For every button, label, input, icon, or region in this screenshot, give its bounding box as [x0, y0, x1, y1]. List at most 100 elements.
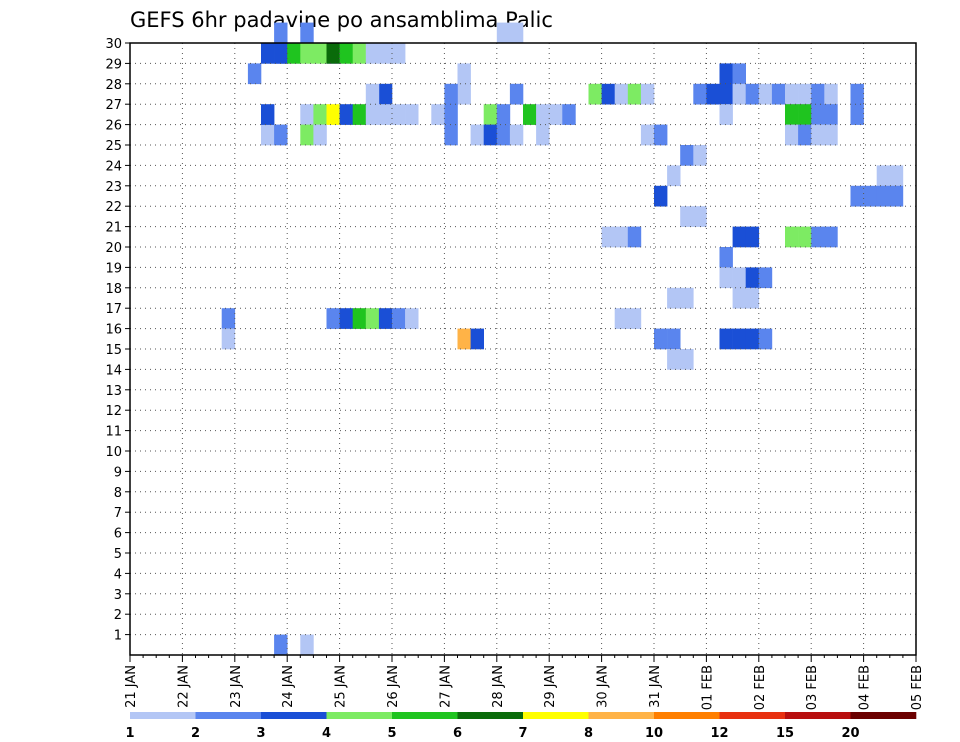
- heatmap-cell: [313, 124, 327, 146]
- heatmap-cell: [326, 308, 340, 329]
- heatmap-cell: [378, 104, 393, 125]
- x-tick-label: 27 JAN: [438, 665, 453, 708]
- heatmap-cell: [313, 104, 327, 125]
- heatmap-cell: [785, 83, 799, 105]
- y-tick-label: 5: [114, 547, 122, 562]
- x-tick-label: 23 JAN: [229, 665, 244, 708]
- heatmap-cell: [405, 308, 419, 329]
- heatmap-cell: [824, 124, 838, 146]
- y-tick-label: 10: [105, 445, 122, 460]
- x-tick-label: 02 FEB: [753, 665, 768, 710]
- heatmap-cell: [798, 124, 812, 146]
- heatmap-cell: [536, 104, 550, 125]
- heatmap-cell: [588, 83, 602, 105]
- y-tick-label: 17: [105, 302, 122, 317]
- heatmap-cell: [680, 349, 694, 370]
- heatmap-cell: [627, 83, 642, 105]
- y-tick-label: 9: [114, 465, 122, 480]
- heatmap-cell: [313, 43, 327, 64]
- heatmap-cell: [732, 63, 746, 85]
- x-tick-label: 30 JAN: [596, 665, 611, 708]
- heatmap-cell: [798, 83, 812, 105]
- heatmap-cell: [339, 104, 353, 125]
- x-tick-label: 24 JAN: [281, 665, 296, 708]
- heatmap-cell: [889, 185, 904, 207]
- heatmap-cell: [627, 226, 642, 248]
- y-tick-label: 22: [105, 200, 122, 215]
- y-tick-label: 19: [105, 261, 122, 276]
- heatmap-cell: [876, 165, 891, 187]
- heatmap-cell: [811, 104, 825, 125]
- colorbar-swatch: [719, 712, 786, 719]
- colorbar-label: 12: [710, 726, 728, 741]
- heatmap-cell: [719, 267, 733, 289]
- x-tick-label: 31 JAN: [648, 665, 663, 708]
- colorbar: 1 2 3 4 5 6 7 8 10 12 15 20: [125, 712, 917, 741]
- heatmap-cell: [365, 104, 380, 125]
- heatmap-cells: [221, 22, 904, 656]
- heatmap-cell: [640, 83, 655, 105]
- heatmap-cell: [352, 104, 367, 125]
- heatmap-cell: [378, 83, 393, 105]
- heatmap-cell: [339, 308, 353, 329]
- heatmap-cell: [798, 104, 812, 125]
- heatmap-cell: [496, 124, 511, 146]
- heatmap-cell: [261, 43, 275, 64]
- heatmap-cell: [470, 124, 484, 146]
- heatmap-cell: [640, 124, 655, 146]
- heatmap-cell: [758, 267, 773, 289]
- heatmap-cell: [444, 124, 458, 146]
- heatmap-cell: [221, 308, 236, 329]
- heatmap-cell: [850, 104, 864, 125]
- heatmap-cell: [601, 83, 615, 105]
- colorbar-swatch: [195, 712, 262, 719]
- heatmap-cell: [614, 308, 629, 329]
- heatmap-cell: [732, 267, 746, 289]
- x-axis: 21 JAN 22 JAN 23 JAN 24 JAN 25 JAN 26 JAN 27 J…: [124, 655, 925, 710]
- x-tick-label: 25 JAN: [334, 665, 349, 708]
- colorbar-label: 2: [191, 726, 200, 741]
- colorbar-label: 3: [256, 726, 265, 741]
- heatmap-cell: [785, 124, 799, 146]
- colorbar-label: 1: [125, 726, 134, 741]
- heatmap-cell: [274, 634, 288, 656]
- heatmap-cell: [365, 83, 380, 105]
- heatmap-cell: [274, 124, 288, 146]
- colorbar-label: 4: [322, 726, 331, 741]
- heatmap-cell: [824, 226, 838, 248]
- heatmap-cell: [483, 124, 498, 146]
- heatmap-cell: [667, 349, 681, 370]
- heatmap-cell: [758, 328, 773, 350]
- heatmap-cell: [745, 267, 760, 289]
- heatmap-cell: [221, 328, 236, 350]
- x-tick-label: 03 FEB: [805, 665, 820, 710]
- colorbar-label: 15: [776, 726, 794, 741]
- heatmap-cell: [732, 226, 746, 248]
- x-tick-label: 21 JAN: [124, 665, 139, 708]
- colorbar-swatch: [392, 712, 458, 719]
- heatmap-cell: [300, 124, 314, 146]
- heatmap-cell: [719, 63, 733, 85]
- heatmap-cell: [785, 226, 799, 248]
- heatmap-cell: [680, 287, 694, 309]
- heatmap-cell: [667, 287, 681, 309]
- heatmap-cell: [352, 43, 367, 64]
- heatmap-cell: [745, 287, 760, 309]
- heatmap-cell: [483, 104, 498, 125]
- y-tick-label: 29: [105, 57, 122, 72]
- heatmap-cell: [523, 104, 537, 125]
- heatmap-cell: [706, 83, 720, 105]
- y-tick-label: 15: [105, 343, 122, 358]
- heatmap-cell: [693, 206, 707, 227]
- heatmap-cell: [863, 185, 877, 207]
- heatmap-cell: [300, 634, 314, 656]
- heatmap-cell: [457, 328, 471, 350]
- y-tick-label: 4: [114, 567, 122, 582]
- x-tick-label: 28 JAN: [491, 665, 506, 708]
- y-tick-label: 25: [105, 139, 122, 154]
- colorbar-label: 20: [841, 726, 859, 741]
- heatmap-cell: [654, 124, 668, 146]
- y-tick-label: 2: [114, 608, 122, 623]
- heatmap-cell: [889, 165, 904, 187]
- heatmap-cell: [392, 104, 406, 125]
